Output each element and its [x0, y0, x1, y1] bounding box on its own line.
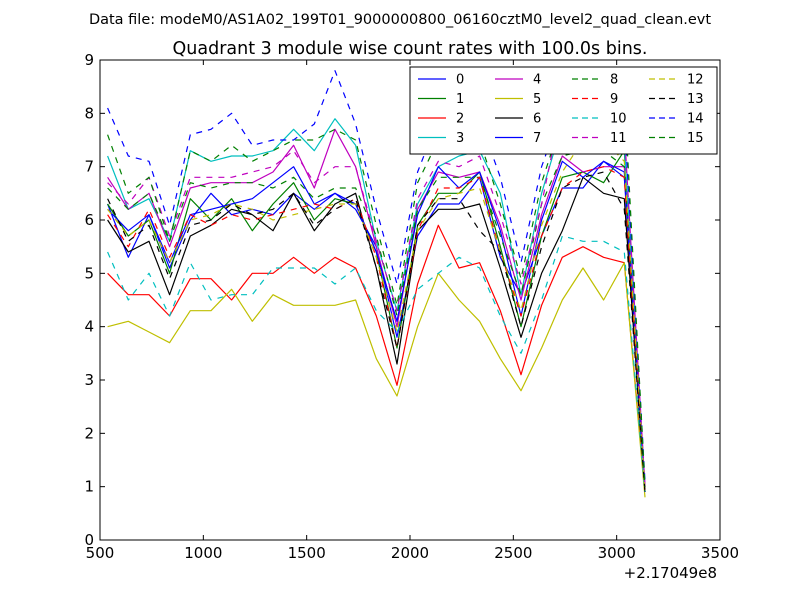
legend-label-3: 3 — [456, 131, 464, 146]
y-tick-label: 9 — [84, 51, 94, 69]
series-line-14 — [107, 70, 646, 482]
series-line-13 — [107, 171, 646, 493]
x-tick-label: 3500 — [701, 544, 739, 562]
x-tick-label: 500 — [86, 544, 115, 562]
x-tick-label: 1000 — [184, 544, 222, 562]
series-line-10 — [107, 235, 646, 493]
y-tick-label: 5 — [84, 264, 94, 282]
legend-label-1: 1 — [456, 92, 464, 107]
series-line-15 — [107, 91, 646, 487]
series-line-5 — [107, 262, 646, 498]
x-offset-label: +2.17049e8 — [624, 564, 717, 582]
legend-label-9: 9 — [610, 92, 618, 107]
legend-label-0: 0 — [456, 73, 464, 88]
legend-label-2: 2 — [456, 112, 464, 127]
y-tick-label: 2 — [84, 424, 94, 442]
x-tick-label: 2500 — [494, 544, 532, 562]
legend-label-8: 8 — [610, 73, 618, 88]
y-tick-label: 3 — [84, 371, 94, 389]
legend-label-14: 14 — [687, 112, 704, 127]
legend-label-7: 7 — [533, 131, 541, 146]
series-line-9 — [107, 166, 646, 493]
series-line-8 — [107, 150, 646, 493]
data-file-label: Data file: modeM0/AS1A02_199T01_90000008… — [89, 12, 711, 28]
x-tick-label: 2000 — [391, 544, 429, 562]
series-line-2 — [107, 224, 646, 493]
x-tick-label: 3000 — [598, 544, 636, 562]
legend-label-5: 5 — [533, 92, 541, 107]
series-line-4 — [107, 128, 646, 487]
legend-box — [409, 66, 718, 155]
legend-label-12: 12 — [687, 73, 704, 88]
series-line-3 — [107, 118, 646, 487]
chart-title: Quadrant 3 module wise count rates with … — [173, 39, 648, 59]
legend-label-10: 10 — [610, 112, 627, 127]
series-line-7 — [107, 160, 646, 493]
series-line-1 — [107, 150, 646, 493]
series-line-6 — [107, 176, 646, 493]
y-tick-label: 7 — [84, 158, 94, 176]
series-line-12 — [107, 139, 646, 493]
y-tick-label: 1 — [84, 478, 94, 496]
legend-label-13: 13 — [687, 92, 704, 107]
y-tick-label: 6 — [84, 211, 94, 229]
legend-label-6: 6 — [533, 112, 541, 127]
legend-label-11: 11 — [610, 131, 627, 146]
legend-label-4: 4 — [533, 73, 541, 88]
y-tick-label: 8 — [84, 104, 94, 122]
y-tick-label: 0 — [84, 531, 94, 549]
x-tick-label: 1500 — [288, 544, 326, 562]
y-tick-label: 4 — [84, 318, 94, 336]
legend-label-15: 15 — [687, 131, 704, 146]
